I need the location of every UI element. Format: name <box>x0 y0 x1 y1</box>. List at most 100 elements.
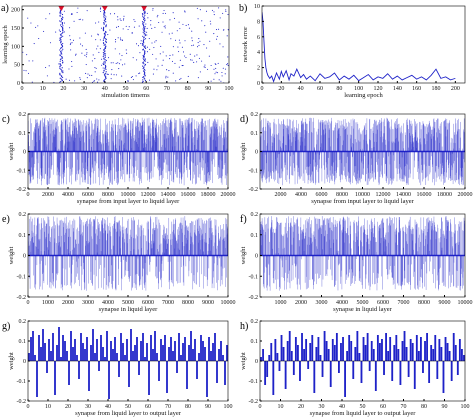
spike-point <box>94 58 96 60</box>
weight-bar <box>268 355 271 361</box>
burst-point <box>142 65 144 67</box>
spike-point <box>143 45 145 47</box>
x-tick-label: 60 <box>143 86 149 92</box>
spike-point <box>160 45 162 47</box>
spike-point <box>27 17 29 19</box>
weight-bar <box>62 335 64 361</box>
burst-point <box>104 53 106 55</box>
burst-point <box>105 59 107 62</box>
spike-point <box>85 72 87 75</box>
weight-bar <box>210 351 212 361</box>
spike-point <box>227 64 229 67</box>
burst-point <box>104 17 107 20</box>
spike-point <box>163 10 165 12</box>
burst-point <box>105 30 107 33</box>
y-tick-label: 0.1 <box>19 233 27 239</box>
spike-point <box>216 72 219 74</box>
burst-point <box>102 49 105 51</box>
burst-point <box>105 24 107 26</box>
y-tick-label: 2 <box>257 66 260 72</box>
weight-bar <box>204 347 206 361</box>
burst-point <box>60 17 63 20</box>
y-axis-label: weight <box>8 246 15 264</box>
y-tick-label: 0.1 <box>251 233 259 239</box>
spike-point <box>184 10 186 12</box>
x-tick-label: 40 <box>102 86 108 92</box>
spike-point <box>117 19 119 21</box>
spike-point <box>140 40 142 42</box>
spike-point <box>101 58 103 60</box>
spike-point <box>221 75 223 77</box>
spike-point <box>97 45 99 47</box>
weight-bar <box>294 337 297 361</box>
spike-point <box>165 55 167 57</box>
weight-bar <box>260 357 262 361</box>
spike-point <box>126 52 128 54</box>
y-tick-label: 0 <box>17 81 20 87</box>
spike-point <box>115 74 118 76</box>
spike-point <box>86 53 88 55</box>
spike-point <box>99 7 102 9</box>
spike-point <box>145 23 147 25</box>
spike-point <box>175 80 177 82</box>
spike-point <box>164 25 166 27</box>
weight-bar <box>162 345 164 361</box>
weight-bar <box>160 339 162 361</box>
axes-frame <box>21 5 230 84</box>
weight-bar <box>401 341 404 361</box>
burst-point <box>144 14 146 16</box>
burst-point <box>143 21 145 24</box>
spike-point <box>184 40 186 42</box>
x-tick-label: 40 <box>298 86 304 92</box>
y-tick-label: -0.1 <box>17 379 27 385</box>
spike-point <box>149 48 151 50</box>
x-tick-label: 0 <box>27 404 30 410</box>
weight-bar <box>262 349 264 361</box>
spike-point <box>84 54 86 56</box>
weight-bar <box>172 351 174 361</box>
burst-point <box>103 9 105 12</box>
weight-bar <box>276 353 279 361</box>
burst-point <box>103 13 105 15</box>
spike-point <box>155 40 157 42</box>
spike-point <box>63 31 65 33</box>
x-tick-label: 20000 <box>458 192 473 198</box>
weight-bar <box>54 361 56 395</box>
weight-bar <box>366 333 369 361</box>
weight-bar <box>140 341 142 361</box>
burst-point <box>62 42 64 45</box>
spike-point <box>207 68 209 70</box>
spike-point <box>125 49 127 51</box>
weight-bar <box>40 347 42 361</box>
spike-point <box>69 44 71 46</box>
spike-point <box>208 55 210 57</box>
target-marker <box>101 6 108 11</box>
spike-point <box>197 77 199 79</box>
spike-point <box>154 26 156 28</box>
burst-point <box>103 19 105 21</box>
burst-point <box>105 71 107 73</box>
x-tick-label: 6000 <box>142 300 154 306</box>
x-axis-label: synapse from input layer to liquid layer <box>77 198 180 205</box>
spike-point <box>31 81 33 83</box>
spike-point <box>167 76 169 78</box>
spike-point <box>218 28 220 30</box>
y-tick-label: 0.1 <box>251 339 259 345</box>
burst-point <box>105 45 107 47</box>
x-tick-label: 80 <box>185 404 191 410</box>
burst-point <box>103 61 105 63</box>
weight-bar <box>34 355 36 361</box>
target-marker <box>141 6 148 11</box>
x-tick-label: 200 <box>451 86 460 92</box>
spike-point <box>187 75 189 77</box>
spike-point <box>77 7 79 9</box>
spike-point <box>32 60 34 62</box>
weight-bar <box>64 341 66 361</box>
spike-point <box>209 20 211 22</box>
weight-bar <box>403 331 406 361</box>
spike-point <box>206 47 208 49</box>
panel-letter: b) <box>239 3 247 14</box>
burst-point <box>102 51 104 54</box>
weight-bar <box>168 347 170 361</box>
